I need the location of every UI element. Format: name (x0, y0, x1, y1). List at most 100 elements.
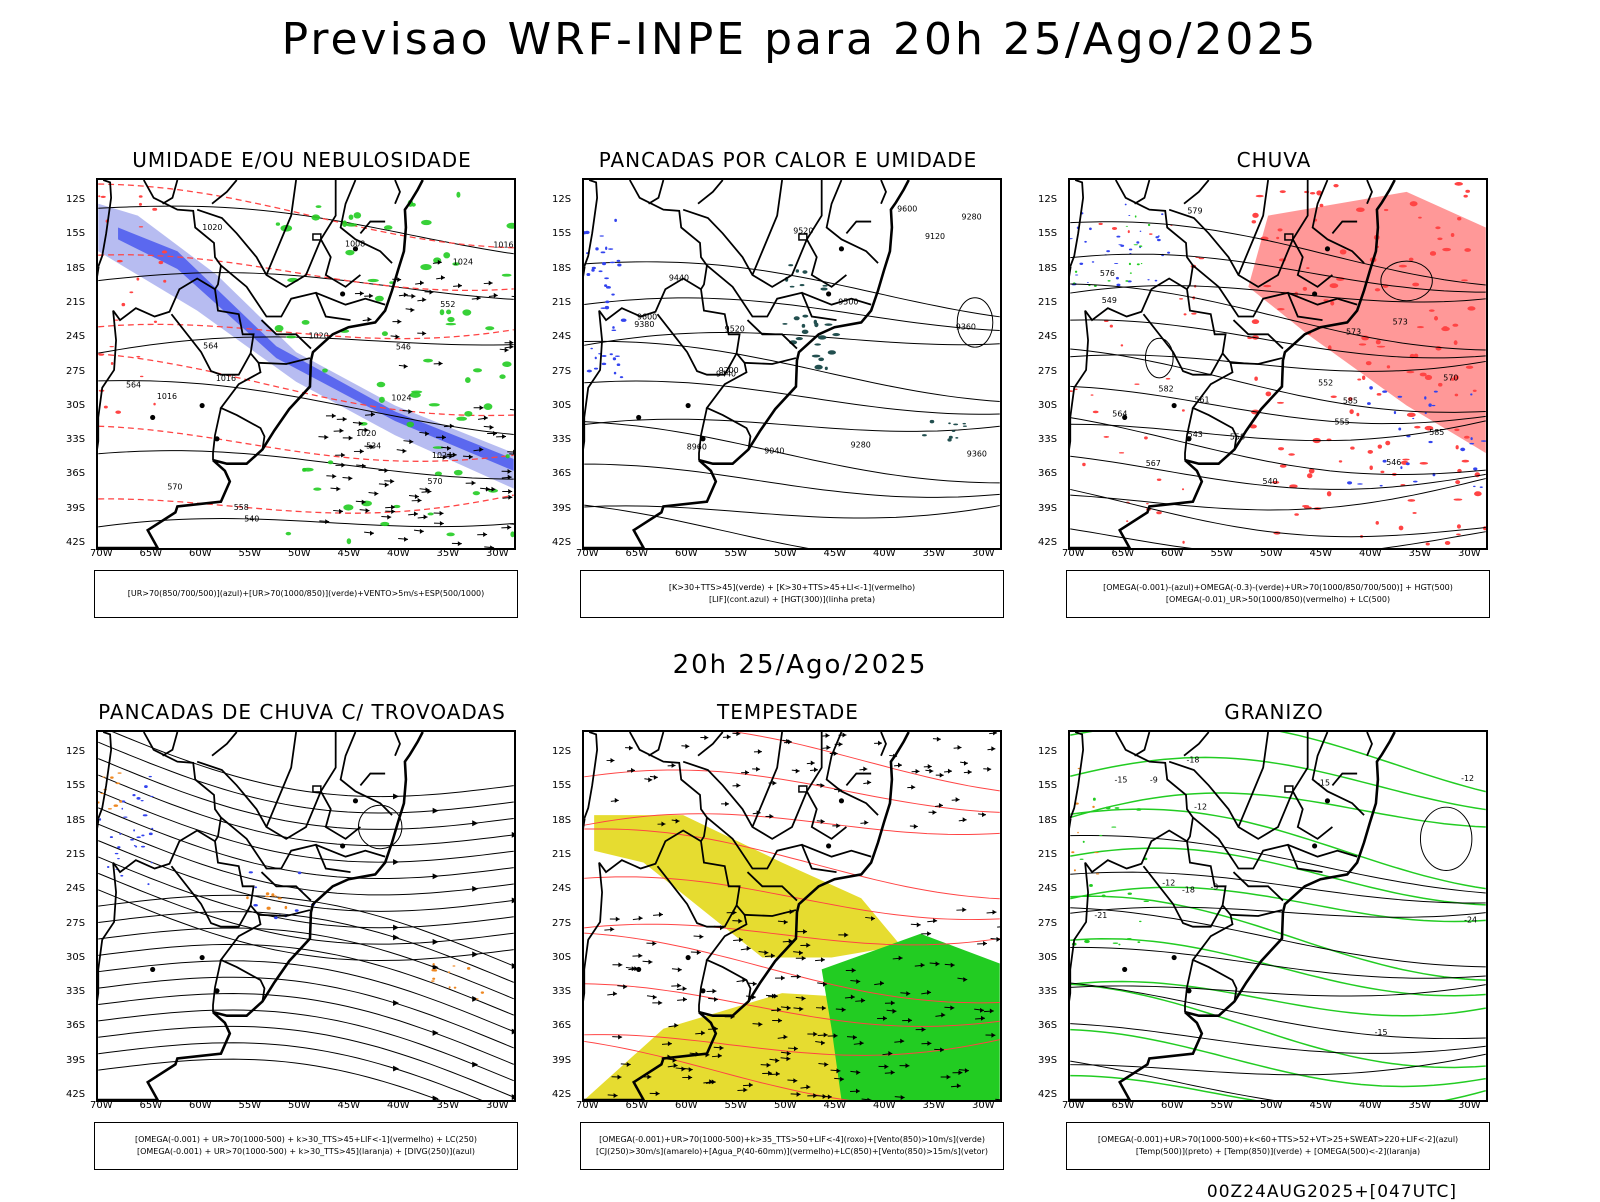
border-line (846, 222, 871, 234)
wind-vector-head (480, 405, 484, 410)
field-blob (1278, 228, 1283, 231)
field-blob (1369, 465, 1372, 469)
lake-mark (826, 291, 831, 296)
field-blob (1481, 440, 1486, 442)
field-blob (1357, 483, 1363, 484)
contour-label: 8960 (687, 442, 707, 451)
field-blob (1362, 375, 1365, 379)
field-blob (1387, 365, 1390, 368)
field-blob (814, 343, 821, 345)
field-blob (930, 420, 935, 423)
field-blob (604, 284, 607, 287)
field-blob (1252, 220, 1257, 223)
field-blob (407, 422, 415, 428)
field-blob (152, 208, 157, 211)
lat-tick-label: 42S (552, 537, 571, 548)
field-blob (423, 359, 433, 363)
lon-tick-label: 50W (774, 548, 797, 559)
field-blob (1113, 942, 1119, 943)
field-blob (602, 363, 607, 366)
contour-label: 9600 (897, 205, 917, 214)
streamline (98, 1010, 513, 1081)
field-blob (354, 212, 362, 218)
lat-tick-label: 24S (1038, 883, 1057, 894)
field-blob (98, 195, 100, 197)
field-blob (136, 797, 140, 800)
lon-tick-label: 35W (1409, 548, 1432, 559)
wind-vector (997, 926, 1000, 927)
lat-tick-label: 39S (66, 1055, 85, 1066)
wind-vector-head (404, 292, 408, 297)
field-blob (465, 377, 471, 383)
wind-vector-head (678, 967, 682, 972)
field-blob (1349, 409, 1353, 414)
field-blob (1470, 393, 1472, 395)
field-blob (1118, 944, 1120, 946)
field-blob (347, 538, 351, 544)
wind-vector-head (369, 293, 373, 298)
wind-vector-head (916, 769, 920, 774)
field-blob (446, 310, 451, 315)
field-blob (1368, 450, 1373, 454)
streamline (98, 977, 513, 1048)
border-line (1238, 732, 1268, 827)
lake-mark (1325, 798, 1330, 803)
lat-tick-label: 15S (552, 228, 571, 239)
lake-mark (826, 843, 831, 848)
field-blob (1111, 826, 1116, 827)
lat-tick-label: 21S (1038, 849, 1057, 860)
field-blob (1191, 313, 1196, 315)
field-blob (431, 980, 435, 981)
wind-vector-head (814, 767, 818, 772)
field-blob (948, 422, 951, 424)
field-blob (139, 203, 142, 206)
border-line (1070, 311, 1088, 548)
wind-vector-head (613, 991, 617, 996)
field-blob (1128, 215, 1130, 216)
field-blob (1254, 377, 1258, 381)
wind-vector-head (332, 413, 336, 418)
field-blob (1465, 190, 1470, 193)
field-blob (614, 219, 617, 222)
lon-tick-label: 70W (90, 1100, 113, 1111)
wind-vector-head (639, 916, 643, 921)
contour-line (1070, 1054, 1485, 1074)
streamline-arrow (433, 939, 439, 945)
field-blob (1434, 316, 1438, 321)
field-blob (1434, 391, 1438, 393)
field-blob (104, 406, 108, 409)
field-blob (1399, 265, 1407, 268)
border-line (98, 311, 116, 548)
lat-tick-label: 42S (552, 1089, 571, 1100)
lon-tick-label: 40W (387, 548, 410, 559)
contour-line (584, 464, 999, 497)
field-blob (379, 397, 385, 403)
field-blob (1466, 366, 1473, 369)
wind-vector-head (494, 293, 498, 298)
field-blob (1093, 798, 1096, 801)
lat-tick-label: 15S (552, 780, 571, 791)
lat-tick-label: 27S (1038, 366, 1057, 377)
field-blob (123, 817, 127, 818)
field-blob (794, 316, 800, 320)
field-blob (1442, 248, 1451, 251)
wind-vector-head (836, 823, 840, 828)
legend-text: [OMEGA(-0.001) + UR>70(1000-500) + k>30_… (137, 1146, 475, 1158)
field-blob (149, 833, 153, 836)
contour-label: 9040 (764, 446, 784, 455)
field-blob (118, 772, 122, 773)
field-blob (151, 828, 153, 830)
border-line (1184, 732, 1209, 756)
field-blob (1091, 394, 1094, 395)
wind-vector-head (410, 308, 414, 313)
field-blob (447, 317, 454, 322)
field-blob (1084, 241, 1087, 243)
field-blob (1278, 447, 1284, 450)
contour-line (98, 495, 513, 513)
lat-tick-label: 33S (552, 434, 571, 445)
lon-tick-label: 55W (725, 548, 748, 559)
field-blob (1074, 869, 1076, 871)
wind-vector-head (704, 735, 708, 740)
field-blob (802, 270, 807, 274)
field-blob (102, 776, 105, 777)
